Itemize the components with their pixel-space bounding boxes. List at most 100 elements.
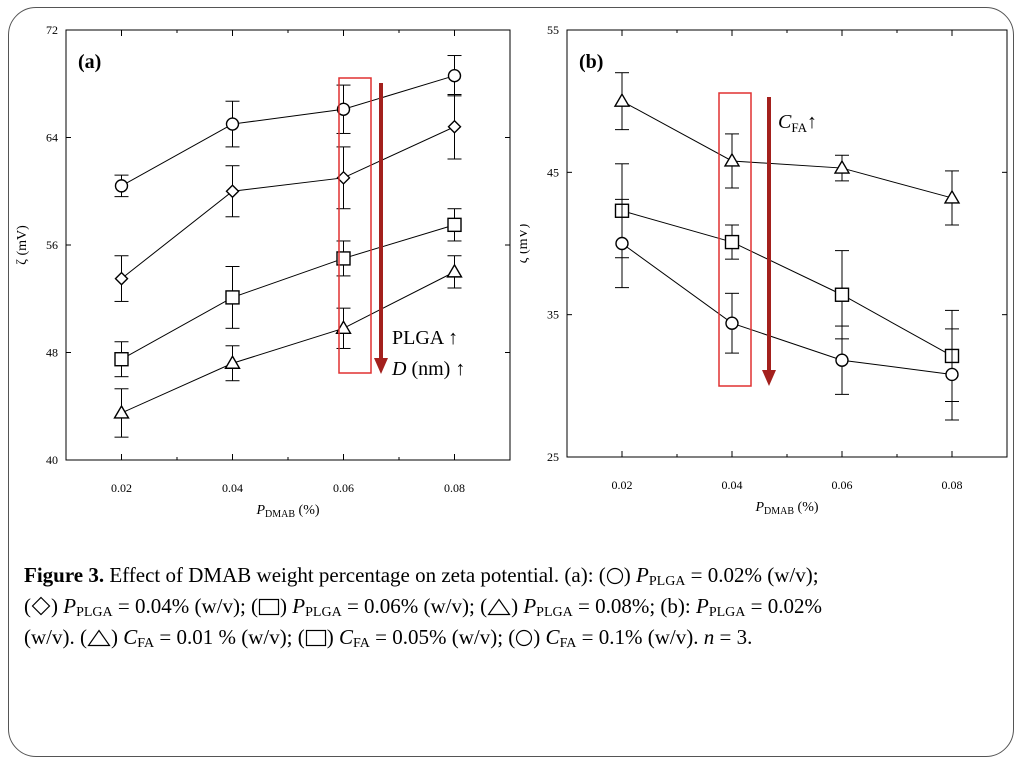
caption-text: = 0.04% (w/v); ( (112, 594, 259, 618)
caption-var: C (339, 625, 354, 649)
series-line (121, 75, 455, 187)
square-symbol-icon (305, 629, 326, 647)
diamond-marker (447, 119, 462, 134)
triangle-marker (833, 159, 851, 174)
square-marker (447, 217, 462, 233)
series-line (621, 210, 953, 357)
series-triangle (113, 255, 463, 438)
x-tick-label: 0.06 (333, 481, 354, 495)
caption-var: n (703, 625, 715, 649)
triangle-marker (943, 189, 961, 204)
square-marker (114, 352, 129, 367)
series-diamond (114, 94, 462, 302)
y-tick-label: 55 (547, 23, 559, 37)
circle-marker (447, 68, 462, 83)
caption-sub: FA (353, 636, 370, 651)
series-square (114, 208, 462, 378)
x-tick-label: 0.02 (612, 478, 633, 492)
triangle-marker (723, 152, 741, 167)
y-tick-label: 40 (46, 453, 58, 467)
diamond-symbol-icon (31, 596, 51, 616)
x-axis-label: PDMAB (%) (255, 503, 319, 520)
x-tick-label: 0.02 (111, 481, 132, 495)
circle-symbol-icon (516, 629, 533, 647)
x-tick-label: 0.08 (444, 481, 465, 495)
y-axis-label: ζ (mV) (520, 223, 531, 263)
chart-panel-a: 40 48 56 64 72 0.02 0.04 0.06 0.08 PDMAB (%) ζ (mV… (15, 23, 511, 520)
caption-text: = 3. (714, 625, 753, 649)
triangle-marker (446, 263, 463, 278)
series-line (121, 224, 455, 360)
y-axis-label: ζ (mV) (15, 225, 30, 265)
caption-text: = 0.02% (745, 594, 822, 618)
caption-var: P (695, 594, 709, 618)
caption-var: P (523, 594, 537, 618)
triangle-marker (113, 404, 130, 419)
square-marker (336, 251, 351, 266)
circle-marker (225, 117, 240, 131)
caption-text: (w/v). ( (24, 625, 87, 649)
caption-var: C (123, 625, 138, 649)
square-marker (834, 287, 850, 302)
trend-arrow-head (762, 370, 776, 386)
series-line (621, 100, 953, 199)
annotation-diameter: D (nm) ↑ (391, 358, 465, 380)
series-circle (114, 55, 462, 198)
plot-frame (65, 29, 511, 461)
caption-text: ) (623, 563, 637, 587)
circle-symbol-icon (606, 567, 623, 585)
plot-frame (566, 29, 1008, 458)
triangle-marker (335, 319, 352, 335)
y-tick-label: 56 (46, 238, 58, 252)
series-line (621, 243, 953, 375)
y-tick-label: 35 (547, 308, 559, 322)
square-marker (225, 290, 240, 305)
caption-sub: FA (137, 636, 155, 651)
caption-text: = 0.01 % (w/v); ( (154, 625, 305, 649)
x-tick-label: 0.04 (722, 478, 743, 492)
caption-sub: PLGA (708, 605, 746, 620)
triangle-marker (224, 354, 241, 369)
series-circle (615, 198, 959, 421)
y-tick-label: 25 (547, 450, 559, 464)
square-symbol-icon (258, 598, 280, 616)
x-axis-label: PDMAB (%) (754, 500, 818, 517)
x-tick-label: 0.06 (832, 478, 853, 492)
chart-panel-b: 25 35 45 55 0.02 0.04 0.06 0.08 PDMAB (%) ζ (mV) (… (520, 23, 1008, 517)
circle-marker (615, 236, 629, 251)
series-line (121, 271, 455, 414)
x-tick-label: 0.04 (222, 481, 243, 495)
caption-sub: PLGA (536, 605, 573, 620)
panel-label: (b) (579, 51, 603, 73)
circle-marker (835, 353, 849, 367)
y-tick-label: 45 (547, 165, 559, 179)
caption-var: P (63, 594, 77, 618)
circle-marker (114, 179, 129, 193)
triangle-symbol-icon (87, 629, 111, 647)
triangle-symbol-icon (487, 598, 511, 616)
circle-marker (725, 316, 739, 330)
caption-var: P (292, 594, 306, 618)
caption-sub: PLGA (305, 605, 342, 620)
square-marker (724, 234, 740, 250)
highlight-box (718, 92, 752, 387)
x-tick-label: 0.08 (942, 478, 963, 492)
caption-var: P (636, 563, 649, 587)
annotation-plga: PLGA ↑ (392, 327, 458, 349)
y-tick-label: 72 (46, 23, 58, 37)
caption-text: = 0.06% (w/v); ( (341, 594, 488, 618)
circle-marker (945, 367, 959, 382)
caption-figure-label: Figure 3. (24, 563, 105, 587)
caption-text: = 0.1% (w/v). (576, 625, 704, 649)
series-triangle (613, 72, 961, 226)
triangle-marker (613, 92, 631, 107)
caption-sub: PLGA (648, 574, 686, 589)
highlight-box (338, 77, 372, 374)
circle-marker (336, 102, 351, 116)
figure-caption: Figure 3. Effect of DMAB weight percenta… (24, 563, 822, 651)
annotation-cfa: CFA↑ (778, 111, 817, 135)
series-square (614, 163, 960, 402)
diamond-marker (225, 184, 240, 199)
diamond-marker (114, 271, 129, 286)
panel-label: (a) (78, 51, 101, 73)
